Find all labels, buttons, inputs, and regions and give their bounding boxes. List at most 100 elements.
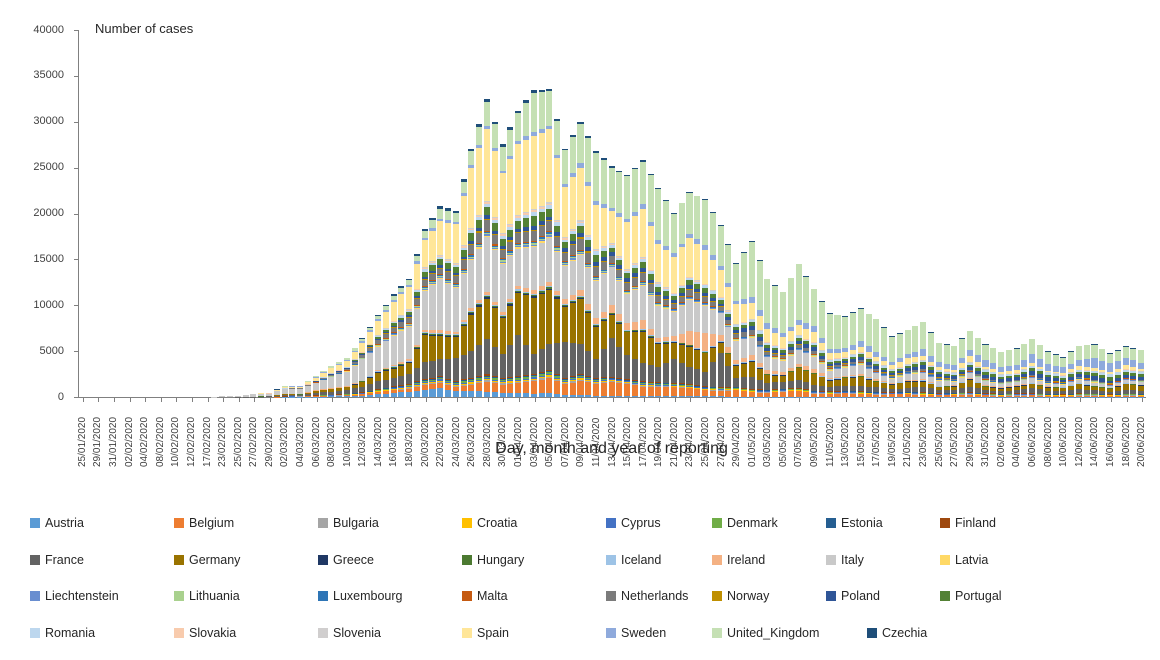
bar-segment-Netherlands xyxy=(920,369,927,372)
stacked-bar xyxy=(219,396,226,397)
bar-segment-Greece xyxy=(803,370,810,372)
bar-segment-Italy xyxy=(491,250,498,302)
bar-segment-Croatia xyxy=(741,390,748,391)
bar-segment-Czechia xyxy=(515,110,522,114)
bar-segment-Denmark xyxy=(756,390,763,392)
bar-segment-Bulgaria xyxy=(530,380,537,382)
bar-segment-Poland xyxy=(881,369,888,373)
bar-segment-Italy xyxy=(289,389,296,395)
bar-segment-Belgium xyxy=(670,387,677,397)
bar-segment-Spain xyxy=(554,157,561,220)
bar-segment-Denmark xyxy=(616,379,623,381)
bar-segment-Norway xyxy=(507,240,514,242)
bar-segment-Finland xyxy=(429,377,436,379)
bar-segment-Latvia xyxy=(515,247,522,249)
bar-segment-Belgium xyxy=(1083,395,1090,397)
bar-segment-United_Kingdom xyxy=(593,152,600,201)
bar-segment-Spain xyxy=(452,224,459,264)
bar-segment-France xyxy=(336,390,343,395)
bar-segment-Latvia xyxy=(538,241,545,243)
bar-segment-Cyprus xyxy=(406,386,413,388)
stacked-bar xyxy=(600,158,607,397)
bar-segment-Denmark xyxy=(569,378,576,380)
legend-label: France xyxy=(45,553,84,567)
bar-segment-Norway xyxy=(639,272,646,273)
bar-segment-United_Kingdom xyxy=(1060,357,1067,368)
bar-segment-Poland xyxy=(779,352,786,356)
bar-segment-Portugal xyxy=(507,229,514,238)
bar-segment-Romania xyxy=(927,365,934,368)
bar-segment-France xyxy=(888,389,896,393)
bar-segment-Netherlands xyxy=(982,378,989,380)
bar-segment-Greece xyxy=(429,334,436,336)
legend-swatch-Bulgaria xyxy=(318,518,328,528)
bar-segment-Norway xyxy=(764,351,771,352)
bar-segment-Norway xyxy=(390,326,397,328)
bar-segment-Slovenia xyxy=(702,283,709,285)
legend-item-Austria: Austria xyxy=(30,516,84,530)
bar-segment-Slovenia xyxy=(561,237,568,239)
bar-segment-Belgium xyxy=(1068,395,1075,397)
bar-segment-Germany xyxy=(1068,386,1075,391)
bar-segment-Romania xyxy=(694,281,701,284)
bar-segment-Slovenia xyxy=(398,314,405,316)
bar-segment-United_Kingdom xyxy=(951,346,958,366)
bar-segment-Germany xyxy=(834,379,841,387)
bar-segment-Iceland xyxy=(452,334,459,336)
bar-segment-Greece xyxy=(460,324,467,326)
bar-segment-Norway xyxy=(515,232,522,234)
bar-segment-Sweden xyxy=(312,377,319,378)
bar-segment-Poland xyxy=(639,268,646,273)
bar-segment-United_Kingdom xyxy=(943,345,950,364)
bar-segment-Czechia xyxy=(437,206,444,210)
bar-segment-Portugal xyxy=(966,364,973,368)
bar-segment-Spain xyxy=(1107,372,1114,374)
bar-segment-Estonia xyxy=(515,377,522,379)
bar-segment-Italy xyxy=(702,305,709,334)
bar-segment-Sweden xyxy=(826,349,833,354)
bar-segment-Estonia xyxy=(717,387,724,389)
bar-segment-Finland xyxy=(624,378,631,380)
bar-segment-Slovakia xyxy=(507,225,514,227)
bar-segment-Netherlands xyxy=(328,374,335,376)
stacked-bar xyxy=(686,192,693,397)
bar-segment-Slovenia xyxy=(670,292,677,294)
bar-segment-Malta xyxy=(468,254,475,256)
bar-segment-Romania xyxy=(888,369,896,372)
bar-segment-Poland xyxy=(873,366,880,369)
bar-segment-Czechia xyxy=(561,148,568,151)
bar-segment-United_Kingdom xyxy=(1013,348,1020,366)
bar-segment-Portugal xyxy=(343,367,350,369)
bar-segment-Latvia xyxy=(491,249,498,251)
bar-segment-Lithuania xyxy=(795,348,802,350)
bar-segment-Poland xyxy=(663,295,670,299)
bar-segment-Luxembourg xyxy=(694,299,701,301)
bar-segment-Luxembourg xyxy=(413,305,420,307)
bar-segment-Slovakia xyxy=(686,277,693,279)
bar-segment-Greece xyxy=(764,374,771,376)
bar-segment-Czechia xyxy=(491,121,498,125)
bar-segment-Poland xyxy=(764,348,771,352)
bar-segment-Sweden xyxy=(546,125,553,130)
bar-segment-Germany xyxy=(733,365,740,378)
x-tick-mark xyxy=(441,398,443,402)
bar-segment-Portugal xyxy=(795,337,802,341)
bar-segment-Iceland xyxy=(616,321,623,323)
bar-segment-Malta xyxy=(647,291,654,293)
stacked-bar xyxy=(694,195,701,397)
bar-segment-Netherlands xyxy=(927,373,934,375)
bar-segment-Sweden xyxy=(647,221,654,227)
bar-segment-Austria xyxy=(678,396,685,397)
bar-segment-Luxembourg xyxy=(795,348,802,349)
bar-segment-Greece xyxy=(577,297,584,299)
bar-segment-Malta xyxy=(429,280,436,282)
bar-segment-United_Kingdom xyxy=(655,188,662,240)
bar-segment-Hungary xyxy=(608,313,615,315)
bar-segment-Belgium xyxy=(686,388,693,397)
bar-segment-France xyxy=(546,344,553,370)
bar-segment-Austria xyxy=(702,396,709,397)
bar-segment-Italy xyxy=(1005,383,1012,387)
stacked-bar xyxy=(593,150,600,397)
bar-segment-Germany xyxy=(437,336,444,360)
bar-segment-Liechtenstein xyxy=(663,307,670,309)
